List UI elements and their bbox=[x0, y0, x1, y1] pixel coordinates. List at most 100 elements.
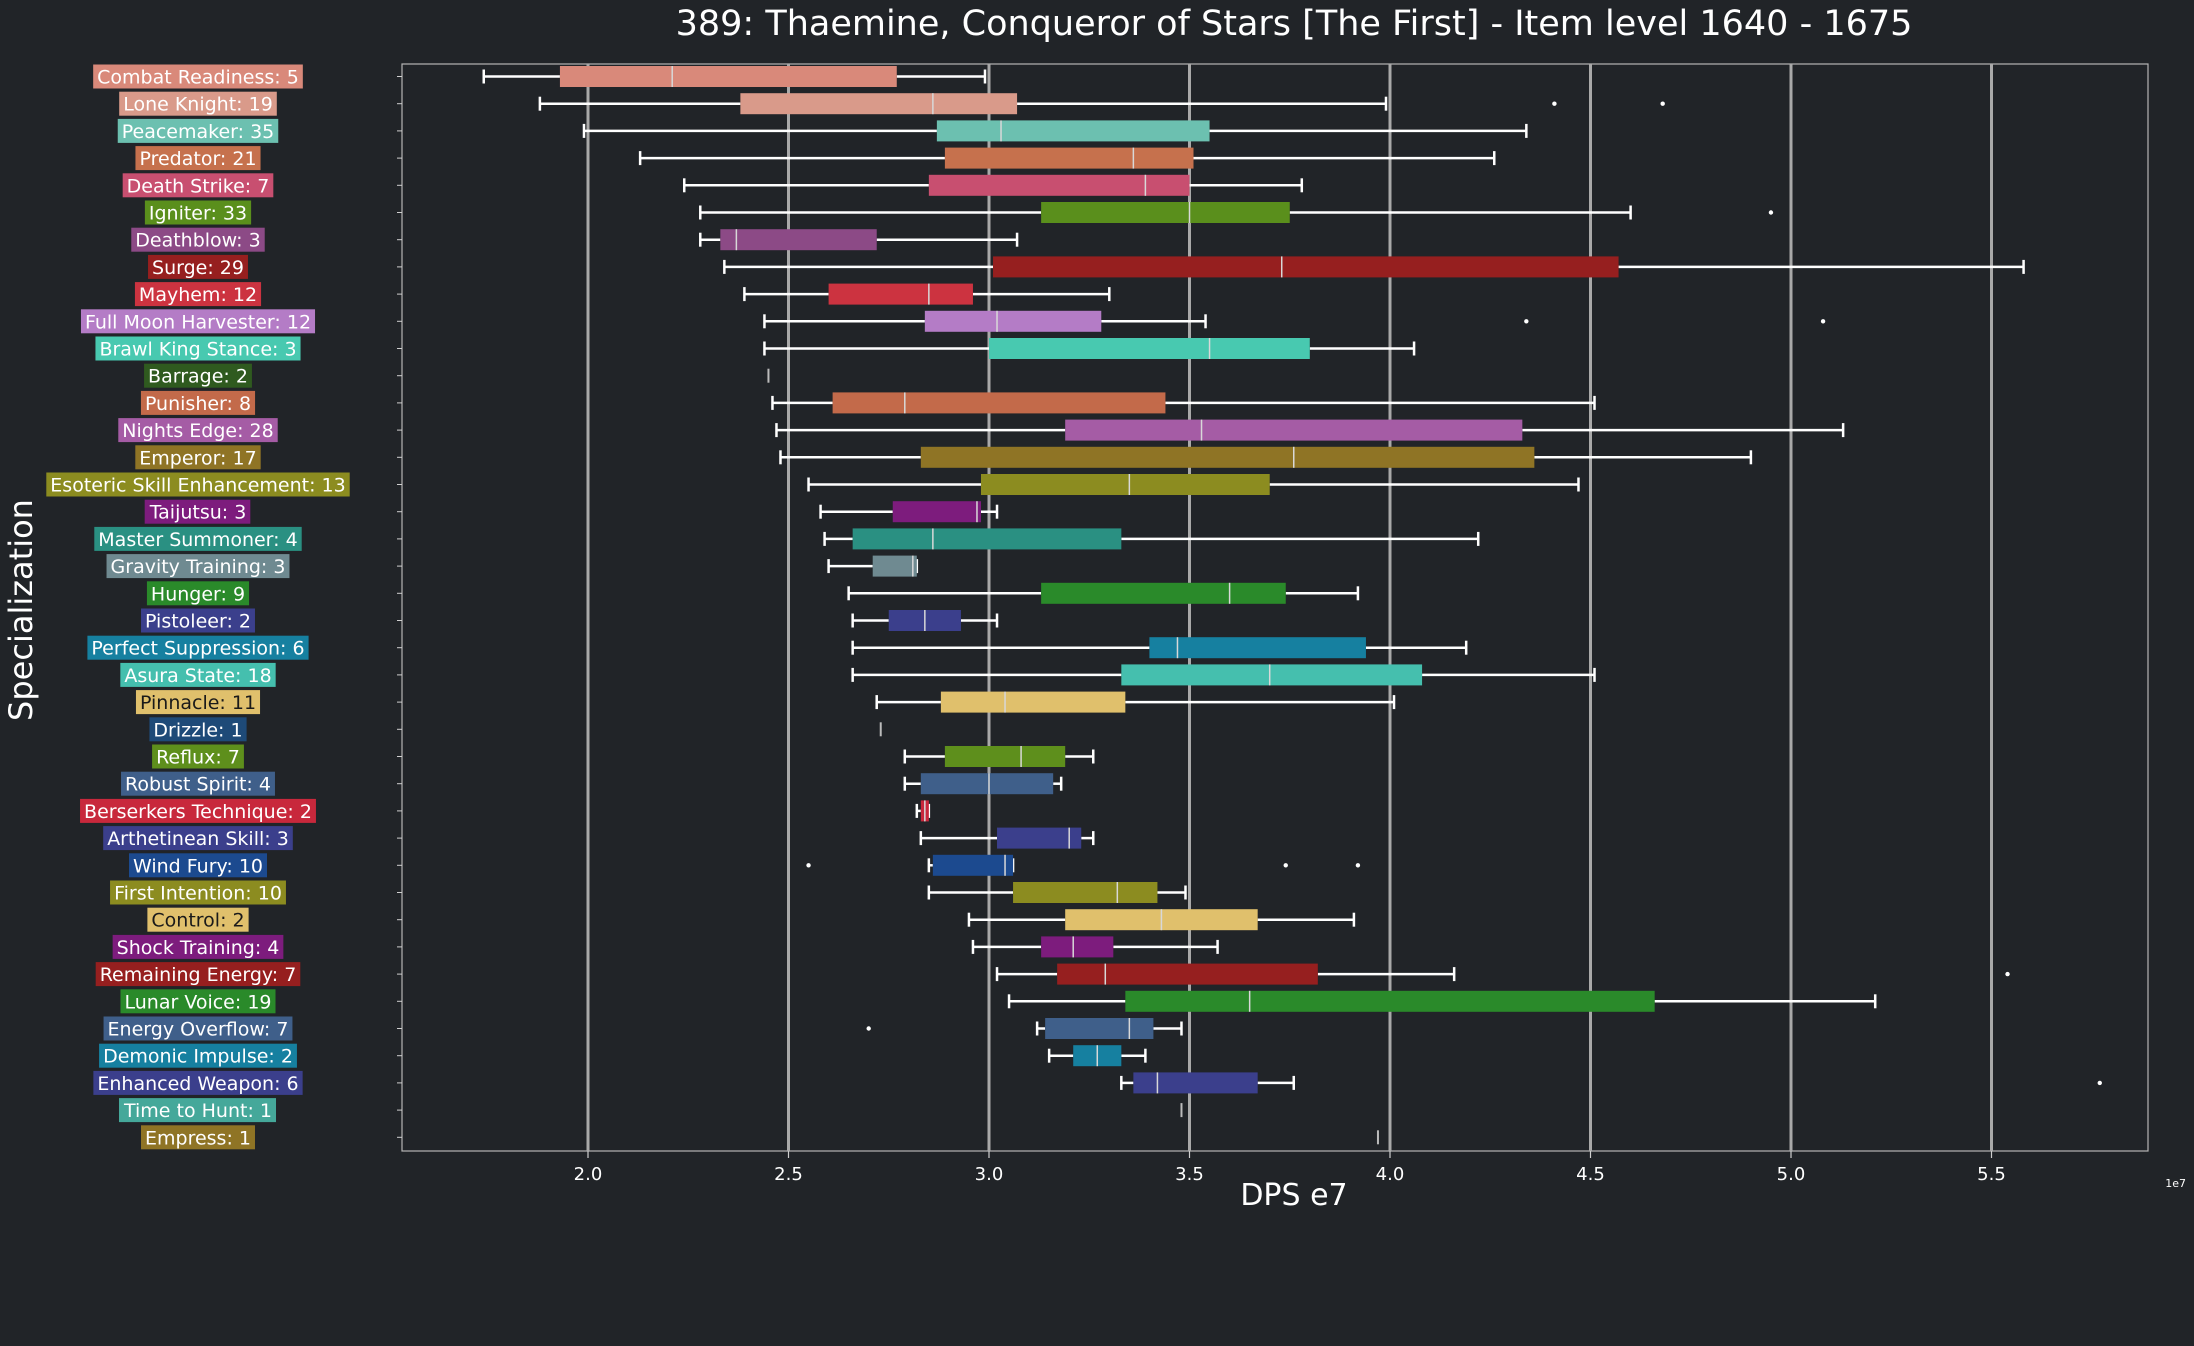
boxplot bbox=[699, 229, 1019, 251]
category-label: Demonic Impulse: 2 bbox=[99, 1043, 297, 1068]
iqr-box bbox=[997, 827, 1082, 849]
boxplot bbox=[915, 800, 931, 822]
category-label-background bbox=[80, 798, 316, 823]
category-label: Lone Knight: 19 bbox=[119, 91, 277, 116]
category-label-background bbox=[118, 418, 278, 443]
iqr-box bbox=[559, 66, 897, 87]
category-label-background bbox=[131, 227, 265, 252]
category-label-text: Gravity Training: 3 bbox=[111, 556, 286, 578]
category-label: Berserkers Technique: 2 bbox=[80, 798, 316, 823]
category-label-text: Surge: 29 bbox=[152, 257, 244, 279]
boxplot bbox=[827, 555, 919, 577]
grid-layer bbox=[586, 64, 1993, 1151]
category-label-text: Time to Hunt: 1 bbox=[123, 1100, 272, 1122]
category-label-background bbox=[144, 200, 252, 225]
category-label-background bbox=[93, 1070, 303, 1095]
category-label-background bbox=[120, 989, 276, 1014]
category-label-background bbox=[103, 1016, 293, 1041]
iqr-box bbox=[993, 256, 1619, 278]
boxplot bbox=[775, 419, 1845, 441]
category-label-background bbox=[46, 472, 350, 497]
outlier-point bbox=[806, 863, 811, 868]
x-axis-title: DPS e7 bbox=[1240, 1178, 1347, 1213]
iqr-box bbox=[828, 283, 973, 305]
boxplot bbox=[806, 854, 1361, 876]
category-label-text: Predator: 21 bbox=[139, 148, 256, 170]
boxplot bbox=[771, 392, 1596, 414]
category-label: Punisher: 8 bbox=[140, 390, 256, 415]
category-label-text: Control: 2 bbox=[151, 910, 244, 932]
iqr-box bbox=[872, 555, 917, 577]
plot-frame bbox=[401, 63, 2149, 1152]
boxplot bbox=[538, 93, 1665, 115]
iqr-box bbox=[936, 120, 1210, 142]
iqr-box bbox=[944, 746, 1066, 767]
x-tick-label: 4.0 bbox=[1376, 1164, 1405, 1185]
category-label-background bbox=[119, 91, 277, 116]
category-label-text: Death Strike: 7 bbox=[127, 175, 270, 197]
category-label: Enhanced Weapon: 6 bbox=[93, 1070, 303, 1095]
category-label-text: Peacemaker: 35 bbox=[122, 121, 275, 143]
category-label: Wind Fury: 10 bbox=[128, 853, 268, 878]
boxplot bbox=[847, 582, 1360, 604]
boxplot bbox=[927, 882, 1187, 903]
category-label-background bbox=[144, 499, 251, 524]
category-label-text: Asura State: 18 bbox=[124, 665, 271, 687]
boxplot bbox=[723, 256, 2025, 278]
iqr-box bbox=[1133, 1072, 1258, 1094]
category-label: Taijutsu: 3 bbox=[144, 499, 251, 524]
category-label: Perfect Suppression: 6 bbox=[87, 635, 309, 660]
category-label-background bbox=[117, 118, 279, 143]
category-label-text: Deathblow: 3 bbox=[135, 230, 260, 252]
boxplot bbox=[851, 610, 999, 631]
x-tick-label: 3.5 bbox=[1175, 1164, 1204, 1185]
x-tick-label: 4.5 bbox=[1576, 1164, 1605, 1185]
boxplot bbox=[763, 338, 1416, 359]
boxplot bbox=[638, 147, 1496, 169]
category-label-background bbox=[94, 526, 302, 551]
category-label-background bbox=[147, 907, 249, 932]
x-tick-label: 5.0 bbox=[1777, 1164, 1806, 1185]
category-label: Predator: 21 bbox=[135, 146, 261, 171]
category-label: Lunar Voice: 19 bbox=[120, 989, 276, 1014]
category-label: Full Moon Harvester: 12 bbox=[80, 309, 316, 334]
iqr-box bbox=[924, 310, 1102, 332]
category-label: Deathblow: 3 bbox=[131, 227, 265, 252]
outlier-point bbox=[866, 1026, 871, 1031]
boxplot bbox=[851, 664, 1596, 686]
category-label-text: Enhanced Weapon: 6 bbox=[97, 1073, 298, 1095]
category-label-text: Igniter: 33 bbox=[149, 203, 247, 225]
category-label: Empress: 1 bbox=[141, 1125, 255, 1150]
iqr-box bbox=[1041, 582, 1286, 604]
iqr-box bbox=[1045, 1018, 1154, 1039]
iqr-box bbox=[1057, 963, 1318, 985]
category-label: Reflux: 7 bbox=[152, 744, 244, 769]
category-label-text: Demonic Impulse: 2 bbox=[103, 1046, 293, 1068]
category-label: Hunger: 9 bbox=[146, 581, 250, 606]
category-label: Death Strike: 7 bbox=[122, 173, 274, 198]
boxplot bbox=[823, 528, 1480, 550]
category-label: Igniter: 33 bbox=[144, 200, 252, 225]
iqr-box bbox=[989, 338, 1310, 359]
boxplot bbox=[866, 1018, 1183, 1039]
iqr-box bbox=[1065, 419, 1523, 441]
iqr-box bbox=[944, 147, 1194, 169]
boxplot bbox=[903, 773, 1063, 795]
iqr-box bbox=[852, 528, 1122, 550]
outlier-point bbox=[1660, 101, 1665, 106]
iqr-box bbox=[920, 446, 1535, 468]
boxplot bbox=[743, 283, 1111, 305]
iqr-box bbox=[1125, 990, 1655, 1012]
category-label: Pinnacle: 11 bbox=[135, 690, 261, 715]
category-label: Peacemaker: 35 bbox=[117, 118, 279, 143]
category-label-background bbox=[106, 554, 290, 579]
category-label-background bbox=[103, 826, 293, 851]
x-tick-label: 2.0 bbox=[574, 1164, 603, 1185]
boxplot bbox=[807, 474, 1580, 495]
boxplot bbox=[967, 909, 1356, 931]
boxplot bbox=[582, 120, 1528, 142]
category-label-text: Emperor: 17 bbox=[139, 447, 256, 469]
boxplot bbox=[875, 691, 1396, 713]
category-label-background bbox=[135, 146, 261, 171]
